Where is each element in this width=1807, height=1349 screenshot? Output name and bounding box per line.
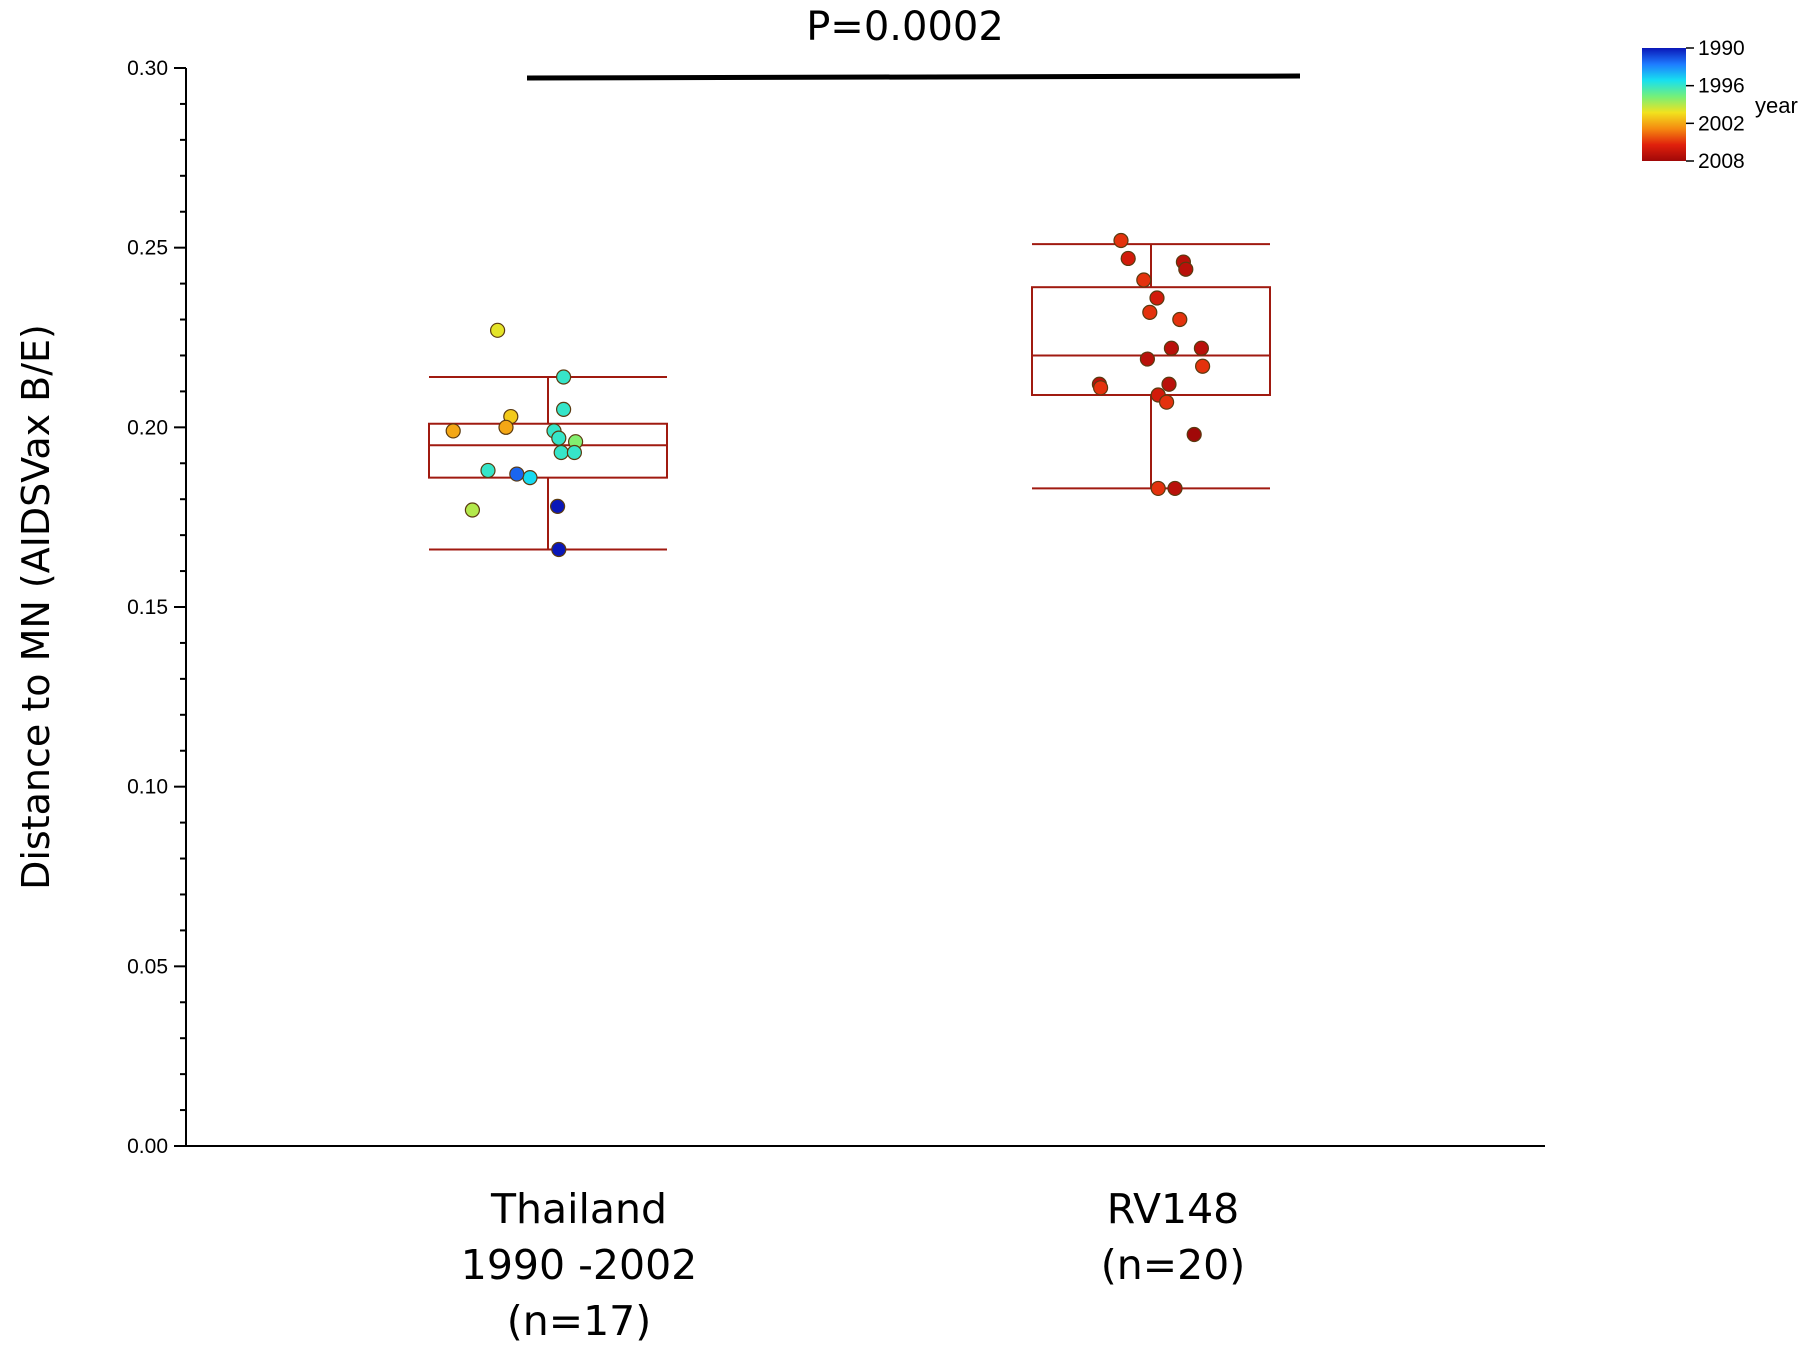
box-iqr	[428, 422, 668, 479]
data-point	[1194, 358, 1211, 374]
y-tick-label: 0.15	[127, 596, 168, 619]
data-point	[480, 462, 496, 479]
p-value-annotation: P=0.0002	[806, 4, 1004, 50]
data-point	[549, 498, 566, 514]
box-plot-thailand	[428, 376, 668, 551]
data-point	[1161, 376, 1177, 392]
y-tick-label: 0.20	[127, 416, 168, 439]
data-point	[445, 423, 461, 439]
data-point	[551, 430, 567, 446]
data-point	[1139, 351, 1156, 367]
colorbar-tick-label: 2002	[1698, 112, 1745, 135]
y-tick-label: 0.05	[127, 955, 168, 978]
y-tick-label: 0.10	[127, 776, 168, 799]
y-tick-label: 0.30	[127, 57, 168, 80]
x-category-label-rv148: RV148 (n=20)	[973, 1181, 1373, 1293]
data-point	[1186, 426, 1202, 443]
y-axis-ticks	[174, 67, 186, 1147]
data-point	[490, 322, 506, 338]
colorbar-tick-label: 2008	[1698, 150, 1745, 173]
x-category-label-line: Thailand	[490, 1185, 668, 1233]
data-point	[1136, 272, 1152, 288]
data-point	[553, 444, 569, 461]
data-point	[1113, 232, 1129, 249]
data-point	[509, 466, 525, 482]
significance-bar	[526, 73, 1301, 81]
y-tick-label: 0.00	[127, 1135, 168, 1158]
data-point	[522, 470, 538, 486]
colorbar	[1642, 48, 1686, 161]
data-point	[1178, 261, 1194, 277]
y-axis-label: Distance to MN (AIDSVax B/E)	[14, 324, 58, 890]
colorbar-title: year	[1755, 93, 1798, 118]
data-point	[1193, 340, 1210, 356]
y-axis-tick-labels: 0.00 0.05 0.10 0.15 0.20 0.25 0.30	[127, 57, 168, 1158]
box-iqr	[1031, 286, 1271, 396]
colorbar-tick-label: 1990	[1698, 37, 1745, 60]
data-point	[1150, 480, 1166, 497]
data-point	[1149, 290, 1165, 306]
colorbar-ticks: 1990 1996 2002 2008	[1686, 37, 1745, 173]
data-point	[1092, 380, 1109, 396]
data-point	[498, 419, 514, 435]
data-point	[551, 541, 567, 558]
points-rv148	[1091, 232, 1211, 497]
x-category-label-line: RV148	[1106, 1185, 1240, 1233]
data-point	[1120, 250, 1136, 267]
data-point	[1158, 394, 1175, 410]
data-point	[1172, 311, 1188, 328]
data-point	[464, 502, 480, 518]
y-tick-label: 0.25	[127, 237, 168, 260]
data-point	[1142, 304, 1158, 320]
x-category-label-line: 1990 -2002	[460, 1241, 698, 1289]
x-category-label-line: (n=17)	[506, 1297, 652, 1345]
x-category-label-line: (n=20)	[1100, 1241, 1246, 1289]
colorbar-tick-label: 1996	[1698, 75, 1745, 98]
x-category-label-thailand: Thailand 1990 -2002 (n=17)	[379, 1181, 779, 1349]
data-point	[1167, 480, 1183, 497]
data-point	[555, 401, 572, 417]
data-point	[1163, 340, 1180, 356]
data-point	[555, 369, 572, 385]
data-point	[566, 444, 583, 461]
points-thailand	[445, 322, 584, 558]
